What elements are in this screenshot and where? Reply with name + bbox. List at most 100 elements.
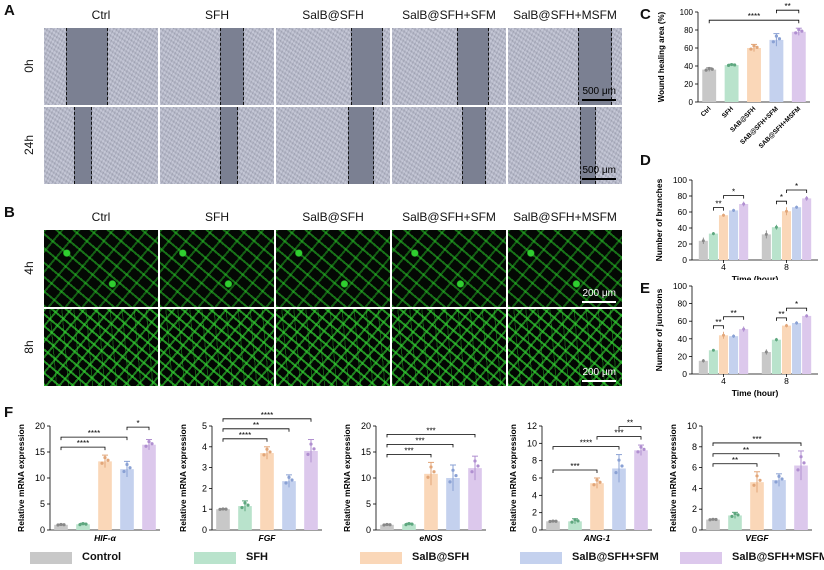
row-label-1: 8h (22, 339, 36, 354)
panel-letter-b: B (4, 204, 15, 221)
y-axis-label: Relative mRNA expression (178, 424, 188, 532)
significance-bracket: * (723, 188, 745, 199)
x-tick-label: 8 (784, 376, 789, 386)
data-point (382, 523, 386, 527)
bar (794, 465, 808, 530)
data-point (284, 481, 288, 485)
bracket-line (786, 307, 808, 312)
data-point (777, 474, 781, 478)
data-point (312, 447, 316, 451)
data-point (732, 208, 736, 212)
data-point (755, 474, 759, 478)
significance-label: **** (88, 429, 100, 438)
significance-label: ** (732, 456, 738, 465)
y-tick-label: 0 (692, 525, 697, 535)
chart-f-ang1: 0 2 4 6 8 10 12 Relative mRNA expression ANG-1 **… (508, 419, 652, 543)
legend-swatch (194, 552, 236, 564)
data-point (598, 480, 602, 484)
significance-bracket: ** (713, 200, 724, 211)
y-tick-label: 100 (680, 8, 694, 17)
data-point (722, 333, 725, 337)
data-point (714, 517, 718, 522)
significance-label: ** (778, 310, 784, 319)
micrograph-r0-c4: 500 μm (508, 28, 622, 105)
column-label-2: SalB@SFH (302, 210, 364, 224)
x-tick-label: 8 (784, 262, 789, 272)
data-point (733, 511, 737, 516)
data-point (774, 480, 778, 484)
y-tick-label: 0 (682, 369, 687, 379)
bar (761, 352, 771, 374)
significance-bracket: **** (60, 429, 128, 441)
data-point (290, 478, 294, 482)
micrograph-r0-c2 (276, 28, 390, 105)
y-tick-label: 60 (684, 44, 693, 53)
bar (282, 481, 296, 530)
row-label-1: 24h (22, 134, 36, 155)
bar (769, 39, 784, 102)
data-point (639, 445, 643, 449)
bar (750, 482, 764, 530)
data-point (240, 506, 244, 510)
bracket-line (708, 19, 800, 24)
significance-label: *** (426, 426, 435, 435)
x-axis-label: FGF (259, 533, 277, 543)
row-label-0: 0h (22, 58, 36, 73)
scratch-gap (348, 107, 374, 184)
y-tick-label: 20 (678, 351, 688, 361)
data-point (805, 314, 809, 318)
data-point (268, 450, 272, 454)
micrograph-r1-c1 (160, 107, 274, 184)
data-point (122, 469, 126, 474)
bar (728, 515, 742, 530)
significance-label: ** (743, 446, 749, 455)
y-tick-label: 4 (692, 483, 697, 493)
data-point (573, 518, 577, 522)
bar (772, 480, 786, 530)
significance-bracket: **** (708, 12, 800, 24)
data-point (805, 196, 809, 200)
bar (718, 335, 729, 374)
y-tick-label: 20 (684, 80, 693, 89)
y-tick-label: 6 (532, 473, 537, 483)
y-tick-label: 5 (366, 499, 371, 509)
bar (708, 350, 718, 374)
scale-bar-label: 200 μm (582, 367, 616, 378)
data-point (125, 462, 129, 467)
data-point (451, 468, 455, 472)
significance-label: ** (730, 309, 736, 318)
bar (702, 69, 717, 102)
y-tick-label: 40 (678, 334, 688, 344)
significance-bracket: *** (712, 435, 802, 446)
y-tick-label: 0 (689, 98, 694, 107)
data-point (800, 29, 804, 33)
significance-label: * (136, 419, 139, 428)
bar (771, 339, 781, 374)
y-tick-label: 40 (678, 223, 688, 233)
x-axis-label: Time (hour) (732, 388, 779, 398)
significance-bracket: ** (723, 309, 745, 320)
micrograph-r1-c2 (276, 107, 390, 184)
y-tick-label: 10 (687, 421, 697, 431)
data-point (795, 321, 799, 325)
data-point (262, 453, 266, 457)
bracket-line (222, 418, 312, 422)
data-point (796, 468, 800, 472)
data-point (730, 62, 734, 67)
bar (98, 461, 112, 530)
column-label-4: SalB@SFH+MSFM (513, 8, 617, 22)
data-point (711, 517, 715, 521)
bracket-line (60, 446, 106, 451)
legend-swatch (30, 552, 72, 564)
data-point (795, 205, 799, 209)
y-tick-label: 0 (40, 525, 45, 535)
data-point (410, 522, 414, 526)
data-point (704, 68, 708, 72)
significance-bracket: * (126, 419, 150, 431)
significance-bracket: ** (776, 2, 800, 14)
x-tick-label: Ctrl (700, 105, 713, 118)
y-tick-label: 10 (527, 438, 537, 448)
significance-label: ** (253, 421, 259, 430)
y-tick-label: 5 (40, 499, 45, 509)
bar (446, 478, 460, 530)
